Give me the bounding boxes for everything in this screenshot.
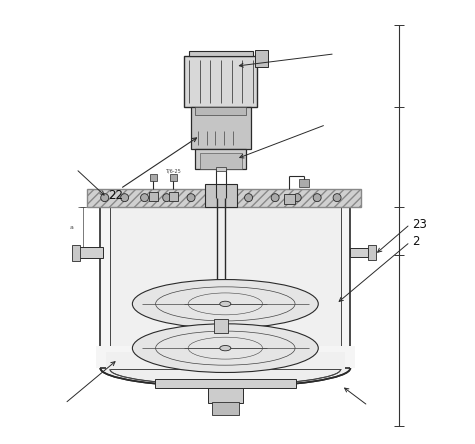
Text: a: a — [69, 225, 74, 230]
Bar — [214, 319, 228, 333]
Bar — [189, 51, 253, 56]
Bar — [170, 174, 177, 181]
Bar — [87, 189, 361, 206]
Ellipse shape — [220, 345, 231, 351]
Bar — [299, 178, 309, 186]
Bar — [195, 107, 247, 115]
Bar — [200, 153, 242, 169]
Circle shape — [141, 194, 149, 202]
Bar — [208, 388, 243, 404]
Circle shape — [313, 194, 321, 202]
Circle shape — [271, 194, 279, 202]
Bar — [150, 174, 157, 181]
Bar — [110, 206, 341, 370]
Bar — [184, 56, 257, 107]
Bar — [284, 194, 295, 204]
Circle shape — [333, 194, 341, 202]
Bar — [149, 192, 158, 201]
Text: 2: 2 — [412, 235, 420, 248]
Bar — [205, 184, 237, 206]
Ellipse shape — [110, 354, 341, 385]
Bar — [169, 192, 178, 201]
Text: T/6-25: T/6-25 — [165, 168, 181, 173]
Circle shape — [245, 194, 253, 202]
Ellipse shape — [133, 324, 318, 373]
Bar — [78, 247, 103, 258]
Bar — [72, 245, 80, 261]
Ellipse shape — [220, 301, 231, 306]
Ellipse shape — [100, 349, 351, 387]
Bar — [191, 107, 251, 149]
Bar — [154, 379, 296, 388]
Bar — [212, 402, 238, 415]
Bar — [96, 346, 355, 368]
Bar — [216, 166, 226, 171]
Bar — [195, 149, 247, 169]
Circle shape — [293, 194, 301, 202]
Bar — [100, 206, 351, 368]
Bar — [368, 245, 376, 260]
Text: 22: 22 — [108, 189, 124, 202]
Bar — [105, 352, 345, 369]
Bar — [351, 248, 368, 258]
Circle shape — [101, 194, 109, 202]
Circle shape — [187, 194, 195, 202]
Text: 23: 23 — [412, 218, 427, 231]
Bar — [255, 50, 267, 67]
Circle shape — [121, 194, 129, 202]
Ellipse shape — [133, 280, 318, 328]
Circle shape — [163, 194, 171, 202]
